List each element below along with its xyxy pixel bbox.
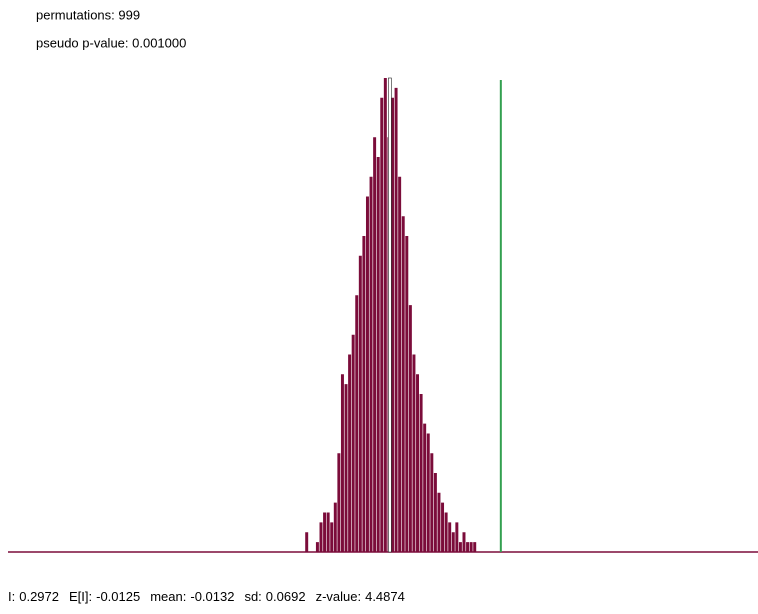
bar [405, 236, 409, 552]
bar [437, 492, 441, 552]
bar [330, 522, 334, 552]
bar [469, 542, 473, 552]
bar [326, 512, 330, 552]
bar [333, 502, 337, 552]
bar [412, 354, 416, 552]
bar [319, 522, 323, 552]
stat-value: 0.2972 [19, 589, 59, 604]
bar [344, 384, 348, 552]
bar [383, 78, 387, 552]
stat-value: 4.4874 [365, 589, 405, 604]
bar [419, 394, 423, 552]
bar [426, 433, 430, 552]
stat-label: z-value: [316, 589, 362, 604]
stat-value: -0.0125 [96, 589, 140, 604]
bar [401, 216, 405, 552]
stats-line: I: 0.2972 E[I]: -0.0125 mean: -0.0132 sd: 0.069… [8, 589, 405, 604]
bar [376, 157, 380, 552]
stat-value: 0.0692 [266, 589, 306, 604]
bar [337, 453, 341, 552]
bar [441, 502, 445, 552]
bar [365, 196, 369, 552]
bar [444, 512, 448, 552]
bar [455, 522, 459, 552]
bar [462, 532, 466, 552]
header-line: pseudo p-value: 0.001000 [36, 35, 186, 50]
bar [358, 255, 362, 552]
bar [369, 176, 373, 552]
bar [416, 374, 420, 552]
bar [473, 542, 477, 552]
bar [373, 137, 377, 552]
bar [398, 176, 402, 552]
bar [305, 532, 309, 552]
bar [380, 97, 384, 552]
bar [433, 473, 437, 552]
bar [430, 453, 434, 552]
stat-label: sd: [244, 589, 261, 604]
stat-label: mean: [150, 589, 186, 604]
bar [448, 522, 452, 552]
bar [348, 354, 352, 552]
bar [355, 295, 359, 552]
bar [351, 334, 355, 552]
stat-label: E[I]: [69, 589, 92, 604]
stat-label: I: [8, 589, 15, 604]
bar [451, 532, 455, 552]
bar [323, 512, 327, 552]
mean-line [388, 77, 392, 553]
bar [315, 542, 319, 552]
bar [423, 423, 427, 552]
bar [458, 542, 462, 552]
bar [362, 236, 366, 552]
bar [408, 305, 412, 552]
stat-value: -0.0132 [190, 589, 234, 604]
header-line: permutations: 999 [36, 7, 140, 22]
bar [340, 374, 344, 552]
bar [391, 97, 394, 552]
bar [394, 87, 398, 552]
bar [466, 542, 470, 552]
